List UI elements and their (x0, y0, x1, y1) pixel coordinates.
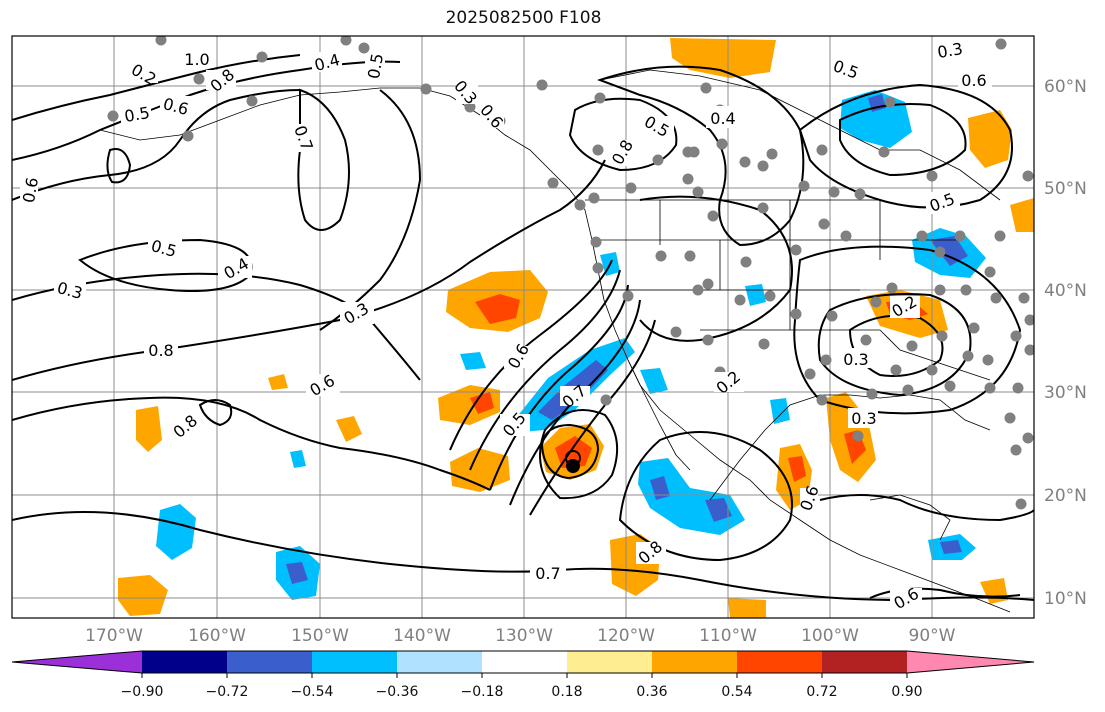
colorbar-tick-label: −0.72 (205, 684, 249, 700)
contour-label: 0.5 (364, 52, 387, 80)
colorbar-tick-label: −0.90 (120, 684, 164, 700)
lon-label: 120°W (597, 626, 655, 646)
lat-label: 10°N (1044, 589, 1087, 609)
colorbar-tick-label: −0.54 (290, 684, 334, 700)
colorbar-extend-low (12, 651, 142, 673)
colorbar-tick-label: 0.18 (551, 684, 583, 700)
lon-label: 100°W (801, 626, 859, 646)
map-title: 2025082500 F108 (445, 8, 602, 28)
colorbar-swatch (737, 651, 822, 673)
lon-label: 140°W (393, 626, 451, 646)
coastlines (99, 69, 1011, 613)
colorbar-tick-label: 0.90 (891, 684, 923, 700)
lat-label: 60°N (1044, 77, 1087, 97)
colorbar-tick-label: 0.72 (806, 684, 838, 700)
colorbar-swatch (142, 651, 227, 673)
colorbar-swatch (227, 651, 312, 673)
contour-label: 0.3 (936, 39, 964, 62)
colorbar-tick-label: −0.36 (375, 684, 419, 700)
lat-label: 40°N (1044, 281, 1087, 301)
lat-label: 50°N (1044, 179, 1087, 199)
contour-label: 0.6 (961, 71, 986, 90)
contour-label: 0.5 (123, 103, 151, 126)
lon-label: 90°W (908, 626, 956, 646)
lon-label: 110°W (699, 626, 757, 646)
colorbar (11, 650, 1035, 678)
station-dots (107, 36, 1034, 510)
shading-layer (118, 38, 1034, 618)
contour-label: 0.4 (710, 109, 735, 128)
lat-label: 20°N (1044, 486, 1087, 506)
colorbar-swatch (312, 651, 397, 673)
colorbar-extend-high (907, 651, 1034, 673)
lon-label: 170°W (85, 626, 143, 646)
colorbar-tick-label: 0.36 (636, 684, 668, 700)
contour-label: 1.0 (184, 50, 209, 69)
colorbar-swatch (567, 651, 652, 673)
low-center-ring (565, 450, 581, 466)
colorbar-swatch (652, 651, 737, 673)
colorbar-swatch (397, 651, 482, 673)
lon-label: 130°W (495, 626, 553, 646)
colorbar-tick-label: −0.18 (460, 684, 504, 700)
colorbar-swatch (482, 651, 567, 673)
contour-label: 0.3 (851, 409, 876, 428)
contour-label: 0.3 (843, 350, 868, 369)
colorbar-tick-label: 0.54 (721, 684, 753, 700)
contour-label: 0.6 (19, 176, 42, 204)
map-frame (11, 35, 1035, 619)
contour-label: 0.7 (535, 564, 560, 583)
colorbar-swatch (822, 651, 907, 673)
lat-label: 30°N (1044, 383, 1087, 403)
lon-label: 160°W (188, 626, 246, 646)
lon-label: 150°W (291, 626, 349, 646)
contour-label: 0.8 (148, 341, 173, 360)
